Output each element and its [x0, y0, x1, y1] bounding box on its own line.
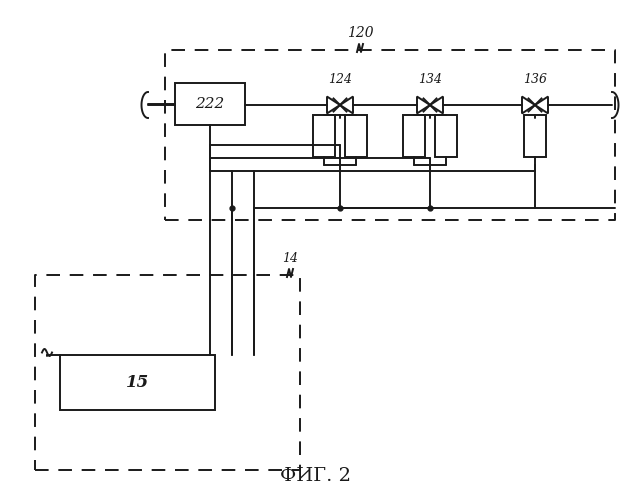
- Bar: [345, 115, 367, 157]
- Text: 15: 15: [126, 374, 149, 391]
- Polygon shape: [522, 96, 535, 114]
- Text: 124: 124: [328, 73, 352, 86]
- Text: ФИГ. 2: ФИГ. 2: [280, 467, 350, 485]
- Bar: [60, 355, 215, 410]
- Bar: [435, 115, 457, 157]
- Text: 136: 136: [523, 73, 547, 86]
- Polygon shape: [535, 96, 548, 114]
- Polygon shape: [430, 96, 443, 114]
- Text: 134: 134: [418, 73, 442, 86]
- Polygon shape: [340, 96, 353, 114]
- Polygon shape: [327, 96, 340, 114]
- Text: 120: 120: [346, 26, 374, 40]
- Bar: [175, 83, 245, 125]
- Bar: [403, 115, 425, 157]
- Bar: [524, 115, 546, 157]
- Text: 14: 14: [282, 252, 298, 265]
- Polygon shape: [417, 96, 430, 114]
- Text: 222: 222: [195, 97, 225, 111]
- Bar: [313, 115, 335, 157]
